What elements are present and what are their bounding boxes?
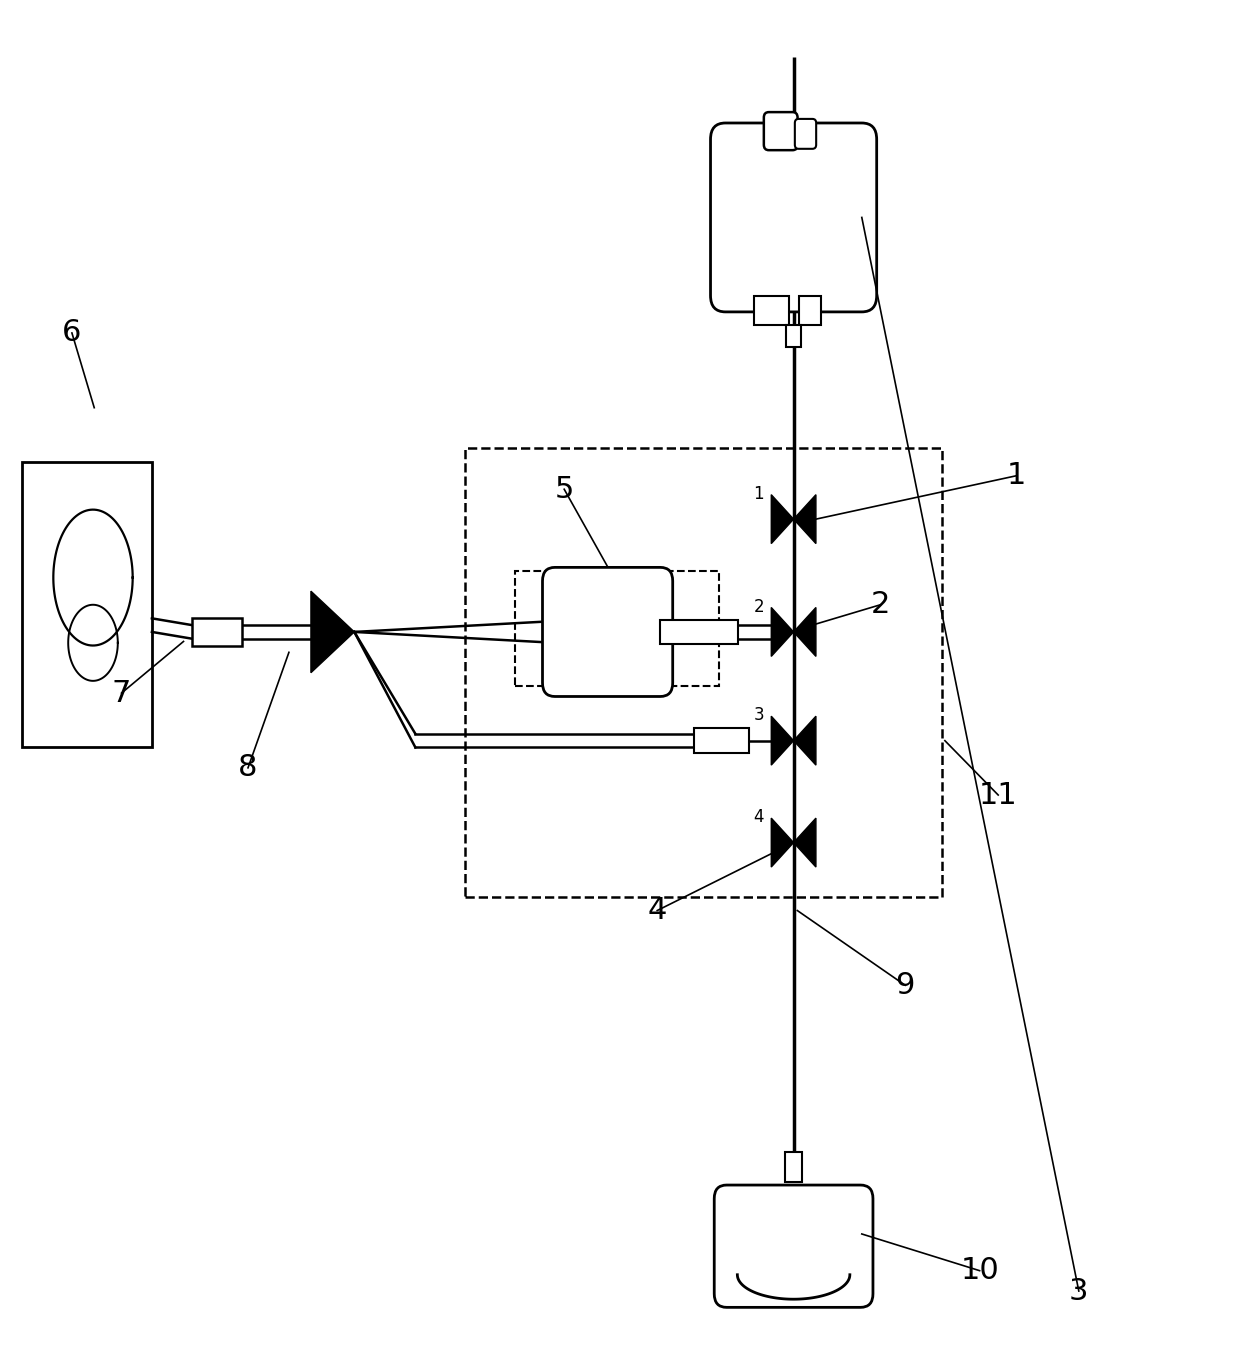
- Bar: [694, 728, 749, 753]
- FancyBboxPatch shape: [795, 120, 816, 149]
- Text: 11: 11: [978, 780, 1018, 810]
- Text: 4: 4: [754, 809, 764, 826]
- Bar: [785, 1152, 802, 1182]
- Bar: [192, 618, 242, 646]
- Polygon shape: [794, 818, 816, 867]
- FancyBboxPatch shape: [764, 113, 797, 149]
- Bar: [515, 571, 719, 686]
- FancyBboxPatch shape: [711, 124, 877, 313]
- Text: 9: 9: [895, 970, 915, 1000]
- Bar: [660, 620, 738, 644]
- Text: 8: 8: [238, 753, 258, 783]
- Bar: [465, 448, 942, 897]
- Bar: [22, 462, 151, 747]
- Polygon shape: [771, 818, 794, 867]
- Text: 2: 2: [754, 598, 764, 616]
- Text: 4: 4: [647, 896, 667, 925]
- Text: 5: 5: [554, 474, 574, 504]
- Text: 1: 1: [1007, 461, 1027, 491]
- Text: 3: 3: [754, 707, 764, 724]
- Polygon shape: [794, 607, 816, 656]
- Bar: [786, 326, 801, 348]
- Polygon shape: [771, 716, 794, 765]
- Text: 10: 10: [960, 1256, 999, 1286]
- Polygon shape: [311, 591, 355, 673]
- Text: 3: 3: [1069, 1276, 1089, 1306]
- Polygon shape: [771, 495, 794, 544]
- Text: 2: 2: [870, 590, 890, 620]
- Polygon shape: [794, 716, 816, 765]
- Polygon shape: [771, 607, 794, 656]
- Bar: [754, 296, 789, 326]
- FancyBboxPatch shape: [714, 1185, 873, 1307]
- Text: 1: 1: [754, 485, 764, 503]
- FancyBboxPatch shape: [543, 568, 672, 696]
- Polygon shape: [794, 495, 816, 544]
- Bar: [799, 296, 821, 326]
- Text: 6: 6: [62, 318, 82, 348]
- Text: 7: 7: [112, 678, 131, 708]
